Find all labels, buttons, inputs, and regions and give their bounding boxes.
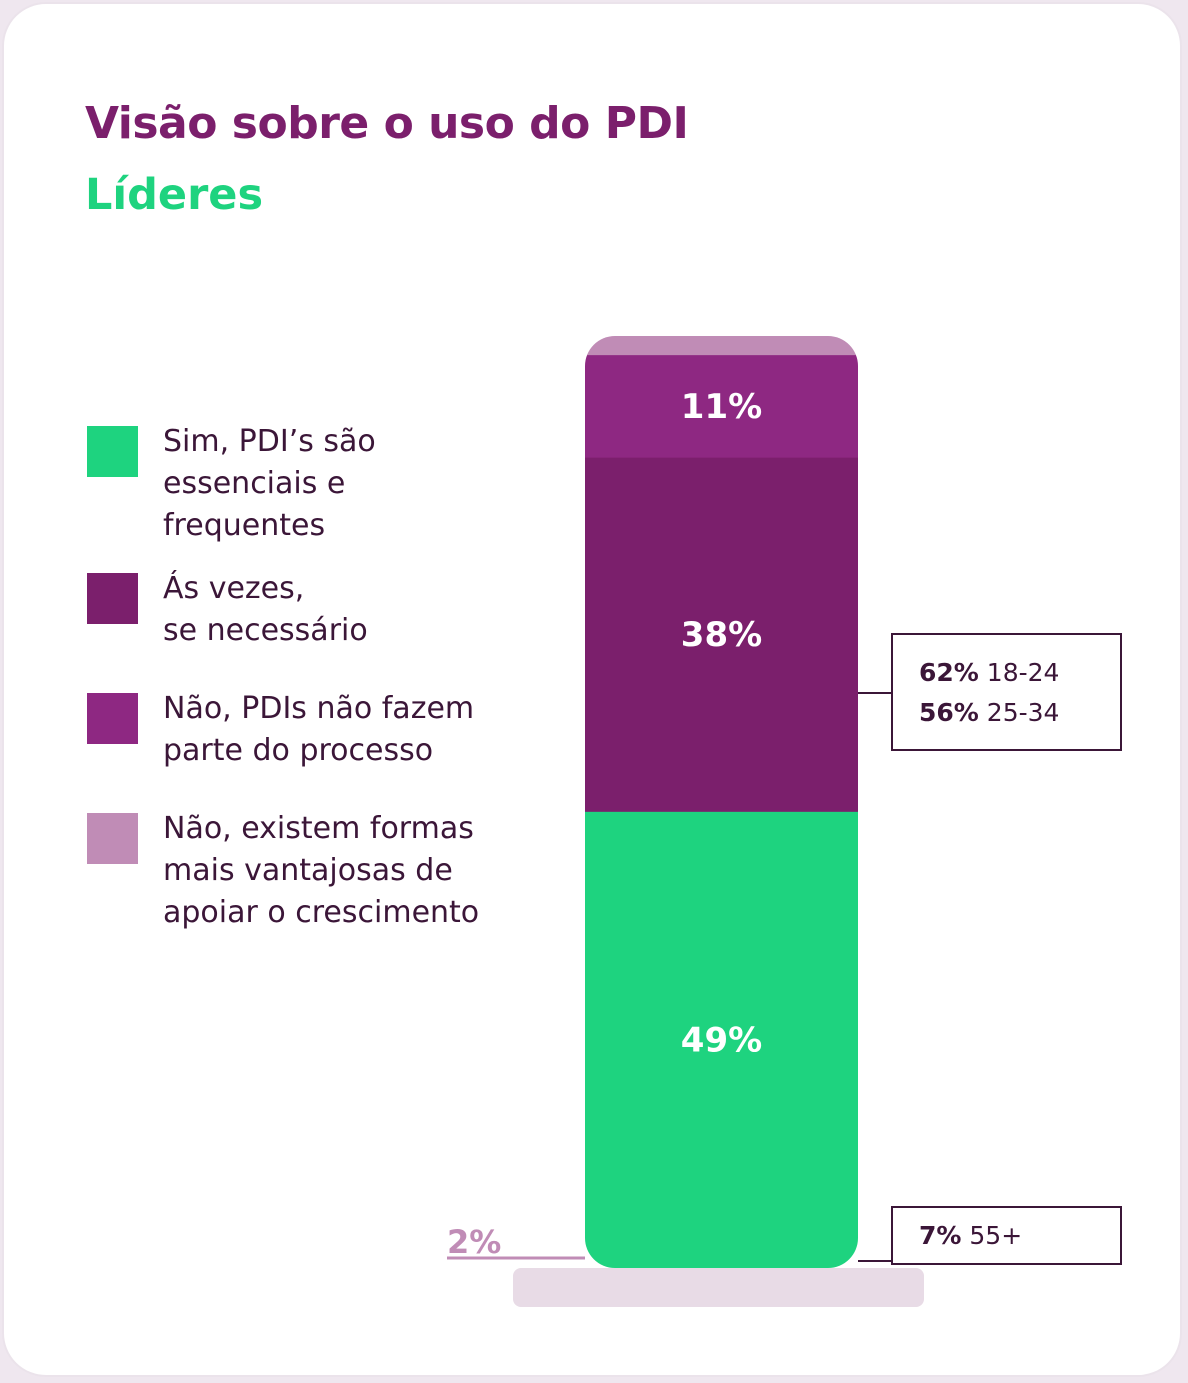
bar-label-49: 49% bbox=[681, 1021, 762, 1061]
callout-value: 7% bbox=[919, 1221, 962, 1250]
age-callout-not-part: 7% 55+ bbox=[891, 1206, 1122, 1265]
legend-label: Não, PDIs não fazem parte do processo bbox=[163, 691, 475, 768]
legend-label: Sim, PDI’s são essenciais e frequentes bbox=[163, 424, 376, 543]
bar-segment-2 bbox=[585, 336, 858, 356]
legend-swatch bbox=[87, 426, 138, 477]
chart-title: Visão sobre o uso do PDI bbox=[85, 98, 689, 149]
callout-row: 7% 55+ bbox=[919, 1216, 1120, 1256]
callout-group: 55+ bbox=[969, 1221, 1023, 1250]
bar-segments bbox=[585, 336, 858, 1268]
callout-row: 56% 25-34 bbox=[919, 693, 1120, 733]
bar-label-11: 11% bbox=[681, 387, 762, 427]
callout-group: 25-34 bbox=[986, 698, 1060, 727]
bar-segment-38 bbox=[585, 457, 858, 812]
legend-swatch bbox=[87, 693, 138, 744]
bar-label-2: 2% bbox=[447, 1223, 501, 1261]
legend-swatch bbox=[87, 573, 138, 624]
bar-segment-49 bbox=[585, 811, 858, 1268]
bar-label-38: 38% bbox=[681, 615, 762, 655]
callout-group: 18-24 bbox=[986, 658, 1060, 687]
bar-segment-11 bbox=[585, 354, 858, 458]
age-callout-essential: 62% 18-24 56% 25-34 bbox=[891, 633, 1122, 751]
legend-label: Não, existem formas mais vantajosas de a… bbox=[163, 811, 480, 930]
bar-value-labels: 49% 38% 11% bbox=[681, 387, 762, 1061]
chart-subtitle: Líderes bbox=[85, 170, 264, 220]
legend-swatch bbox=[87, 813, 138, 864]
bar-base bbox=[513, 1268, 924, 1307]
legend-label: Ás vezes, se necessário bbox=[163, 571, 368, 648]
callout-row: 62% 18-24 bbox=[919, 653, 1120, 693]
callout-value: 56% bbox=[919, 698, 979, 727]
callout-value: 62% bbox=[919, 658, 979, 687]
